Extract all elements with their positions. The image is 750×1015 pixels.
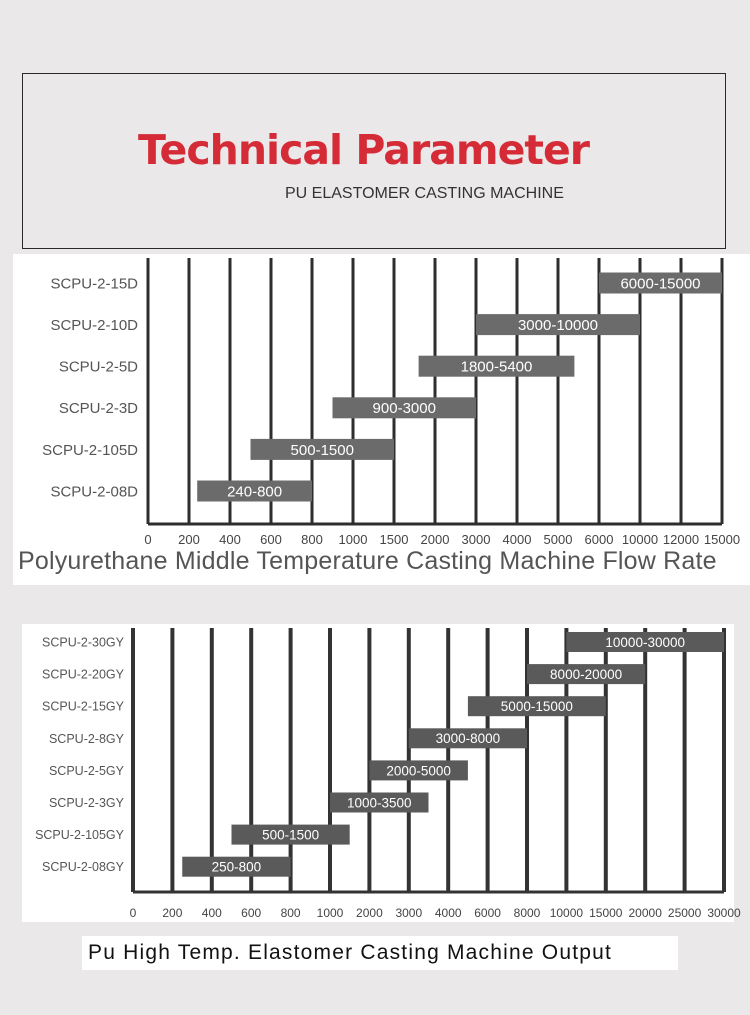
- range-bar: [197, 480, 312, 502]
- range-bar: [330, 792, 429, 813]
- x-tick-label: 2000: [421, 532, 450, 547]
- category-label: SCPU-2-105D: [42, 442, 138, 459]
- x-tick-label: 600: [241, 906, 261, 920]
- x-tick-label: 20000: [629, 906, 663, 920]
- x-tick-label: 1000: [317, 906, 344, 920]
- category-label: SCPU-2-08GY: [42, 860, 125, 874]
- range-bar-label: 250-800: [212, 860, 262, 875]
- x-tick-label: 600: [260, 532, 282, 547]
- range-bar-label: 500-1500: [262, 827, 319, 842]
- range-bar-label: 6000-15000: [620, 275, 700, 292]
- x-tick-label: 3000: [395, 906, 422, 920]
- flow-rate-chart: 0 200 400 600 800 1000 1500 2000 3000 4000 5000 600…: [42, 258, 740, 547]
- x-tick-label: 3000: [462, 532, 491, 547]
- x-tick-label: 15000: [589, 906, 623, 920]
- x-tick-label: 8000: [514, 906, 541, 920]
- x-tick-label: 10000: [622, 532, 658, 547]
- x-tick-label: 2000: [356, 906, 383, 920]
- range-bar-label: 5000-15000: [501, 699, 573, 714]
- x-tick-label: 200: [162, 906, 182, 920]
- range-bar-label: 500-1500: [291, 442, 354, 459]
- output-chart: 0 200 400 600 800 1000 2000 3000 4000 6000 8000 100…: [35, 628, 741, 920]
- category-label: SCPU-2-30GY: [42, 636, 125, 650]
- range-bar-label: 10000-30000: [605, 635, 685, 650]
- range-bar: [231, 824, 350, 845]
- x-tick-label: 800: [281, 906, 301, 920]
- category-label: SCPU-2-8GY: [49, 732, 125, 746]
- x-tick-label: 1000: [339, 532, 368, 547]
- range-bar-label: 1000-3500: [347, 795, 412, 810]
- range-bar-label: 2000-5000: [386, 763, 451, 778]
- category-label: SCPU-2-15D: [50, 275, 138, 292]
- chart-panel-flow-rate: [13, 254, 750, 585]
- x-tick-label: 12000: [663, 532, 699, 547]
- range-bar: [566, 632, 724, 652]
- x-tick-label: 6000: [474, 906, 501, 920]
- flow-rate-chart-title: Polyurethane Middle Temperature Casting …: [18, 547, 717, 575]
- range-bar: [332, 397, 476, 419]
- category-label: SCPU-2-08D: [50, 483, 138, 500]
- range-bar: [418, 355, 575, 377]
- x-tick-label: 400: [202, 906, 222, 920]
- range-bar: [369, 760, 468, 781]
- range-bar-label: 8000-20000: [550, 667, 622, 682]
- range-bar: [476, 314, 640, 336]
- category-label: SCPU-2-20GY: [42, 668, 125, 682]
- x-tick-label: 4000: [435, 906, 462, 920]
- output-chart-title: Pu High Temp. Elastomer Casting Machine …: [82, 936, 678, 970]
- category-label: SCPU-2-15GY: [42, 700, 125, 714]
- title-banner: Technical Parameter PU ELASTOMER CASTING…: [22, 73, 726, 249]
- x-tick-label: 1500: [380, 532, 409, 547]
- range-bar-label: 3000-10000: [518, 317, 598, 334]
- x-tick-label: 800: [301, 532, 323, 547]
- category-label: SCPU-2-10D: [50, 317, 138, 334]
- x-tick-label: 400: [219, 532, 241, 547]
- range-bar-label: 900-3000: [373, 400, 436, 417]
- x-tick-label: 0: [144, 532, 151, 547]
- page-title: Technical Parameter: [138, 126, 590, 174]
- category-label: SCPU-2-5D: [59, 359, 138, 376]
- x-tick-label: 5000: [544, 532, 573, 547]
- x-tick-label: 10000: [550, 906, 584, 920]
- x-tick-label: 4000: [503, 532, 532, 547]
- x-tick-label: 200: [178, 532, 200, 547]
- range-bar: [182, 856, 291, 877]
- x-tick-label: 25000: [668, 906, 702, 920]
- x-tick-label: 30000: [707, 906, 741, 920]
- range-bar: [599, 272, 722, 294]
- range-bar-label: 3000-8000: [436, 731, 501, 746]
- x-tick-label: 6000: [585, 532, 614, 547]
- category-label: SCPU-2-105GY: [35, 828, 125, 842]
- range-bar: [467, 696, 606, 717]
- range-bar: [408, 728, 527, 749]
- x-tick-label: 15000: [704, 532, 740, 547]
- range-bar: [250, 438, 394, 460]
- category-label: SCPU-2-5GY: [49, 764, 125, 778]
- category-label: SCPU-2-3GY: [49, 796, 125, 810]
- category-label: SCPU-2-3D: [59, 400, 138, 417]
- x-tick-label: 0: [130, 906, 137, 920]
- range-bar-label: 1800-5400: [461, 359, 533, 376]
- range-bar-label: 240-800: [227, 483, 282, 500]
- range-bar: [527, 664, 646, 685]
- page-subtitle: PU ELASTOMER CASTING MACHINE: [285, 185, 564, 202]
